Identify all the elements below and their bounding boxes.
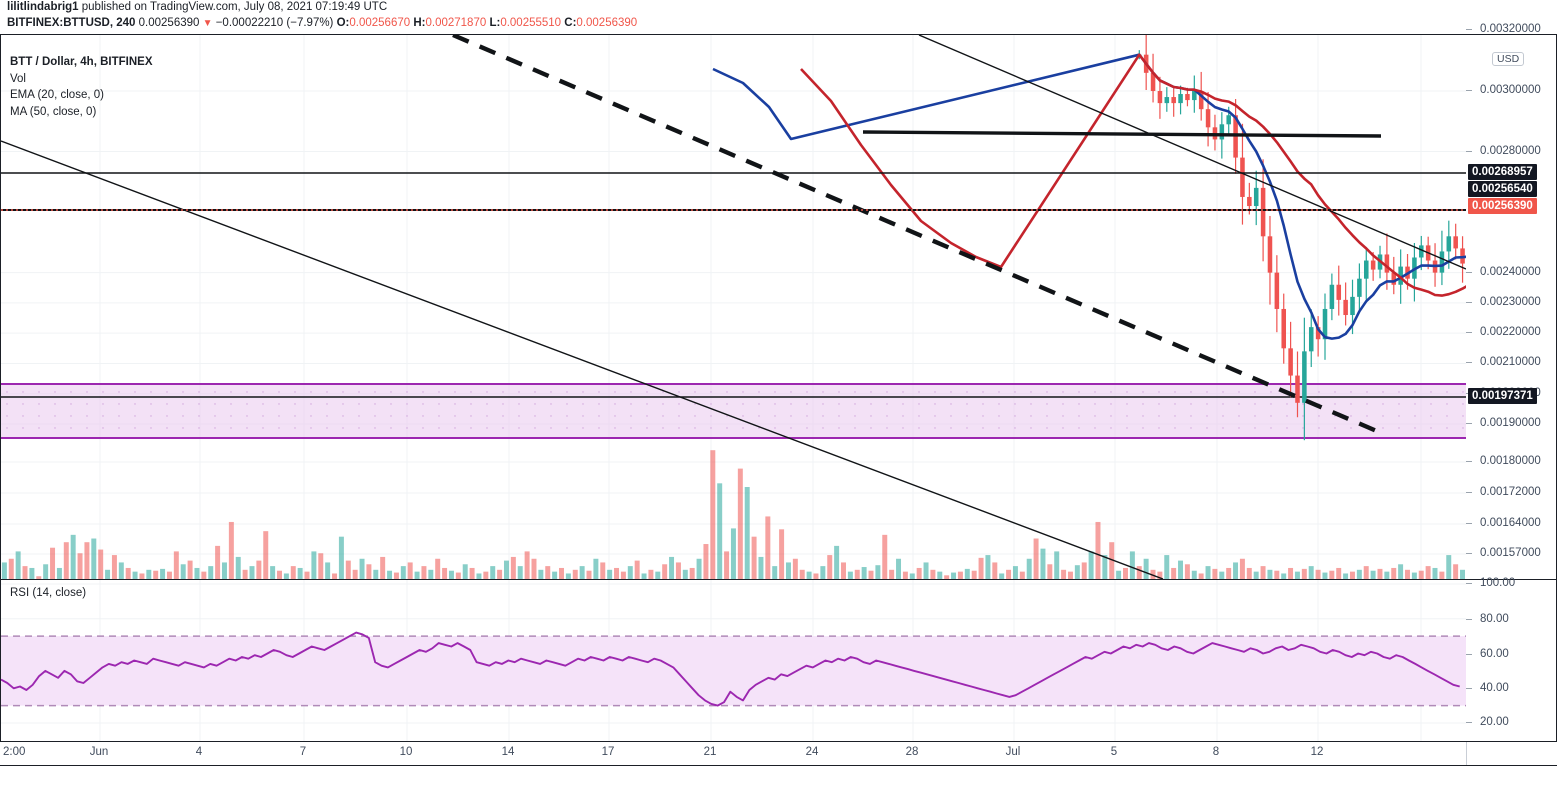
time-axis-label: 17 bbox=[601, 746, 615, 758]
rsi-axis-label: 20.00 bbox=[1480, 716, 1509, 728]
time-axis-label: 14 bbox=[501, 746, 515, 758]
rsi-chart-canvas bbox=[1, 580, 1466, 741]
time-axis-divider bbox=[1466, 742, 1467, 767]
open-value: 0.00256670 bbox=[349, 17, 411, 29]
scale-right-border bbox=[1555, 34, 1557, 741]
rsi-axis-label: 100.00 bbox=[1480, 577, 1516, 589]
price-chart-canvas bbox=[1, 35, 1466, 579]
time-axis-label: 7 bbox=[299, 746, 307, 758]
price-axis-tick bbox=[1466, 271, 1472, 273]
price-axis-tick bbox=[1466, 423, 1472, 424]
price-legend: BTT / Dollar, 4h, BITFINEX Vol EMA (20, … bbox=[10, 54, 153, 120]
price-axis-label: 0.00210000 bbox=[1480, 356, 1541, 369]
axis-bottom-border bbox=[0, 765, 1557, 767]
price-axis-tick bbox=[1466, 301, 1472, 303]
publish-info: published on TradingView.com, July 08, 2… bbox=[81, 1, 388, 13]
scale-mid-divider bbox=[1466, 579, 1557, 581]
price-axis-tick bbox=[1466, 150, 1472, 152]
chart-header: lilitlindabrig1 published on TradingView… bbox=[0, 0, 1557, 34]
price-axis-label: 0.00280000 bbox=[1480, 144, 1541, 157]
price-axis-label: 0.00164000 bbox=[1480, 517, 1541, 529]
time-axis-label: 24 bbox=[805, 746, 819, 758]
legend-ma: MA (50, close, 0) bbox=[10, 105, 97, 118]
price-axis-tick bbox=[1466, 492, 1472, 493]
rsi-axis-tick bbox=[1466, 583, 1472, 584]
high-value: 0.00271870 bbox=[425, 17, 487, 29]
price-axis-tick bbox=[1466, 90, 1472, 91]
time-axis-label: 8 bbox=[1212, 746, 1220, 758]
price-badge[interactable]: 0.00268957 bbox=[1468, 164, 1537, 180]
change-percent: (−7.97%) bbox=[286, 17, 334, 29]
time-axis-label: 28 bbox=[905, 746, 919, 758]
currency-badge: USD bbox=[1492, 52, 1525, 66]
time-axis-label: 5 bbox=[1110, 746, 1118, 758]
time-axis-label: 2:00 bbox=[3, 746, 26, 758]
price-axis-label: 0.00300000 bbox=[1480, 84, 1541, 96]
rsi-axis-label: 60.00 bbox=[1480, 648, 1509, 660]
symbol-quote-line: BITFINEX:BTTUSD, 240 0.00256390 ▼ −0.000… bbox=[7, 17, 637, 29]
rsi-axis-label: 40.00 bbox=[1480, 682, 1509, 694]
legend-ema: EMA (20, close, 0) bbox=[10, 89, 104, 101]
time-axis-label: 10 bbox=[399, 746, 413, 758]
high-label: H: bbox=[413, 17, 426, 29]
rsi-axis-tick bbox=[1466, 688, 1472, 689]
price-axis-tick bbox=[1466, 523, 1472, 524]
time-axis-label: 12 bbox=[1310, 746, 1324, 758]
price-axis-label: 0.00240000 bbox=[1480, 265, 1541, 278]
rsi-legend: RSI (14, close) bbox=[10, 587, 87, 599]
price-badge[interactable]: 0.00256390 bbox=[1468, 198, 1537, 214]
price-axis-label: 0.00230000 bbox=[1480, 295, 1541, 308]
price-axis-label: 0.00157000 bbox=[1480, 547, 1541, 559]
time-axis-label: Jul bbox=[1005, 746, 1021, 758]
rsi-axis-tick bbox=[1466, 722, 1472, 723]
last-price: 0.00256390 bbox=[138, 17, 200, 29]
price-badge[interactable]: 0.00256540 bbox=[1468, 181, 1537, 197]
price-axis-label: 0.00180000 bbox=[1480, 455, 1541, 467]
symbol-label: BITFINEX:BTTUSD, 240 bbox=[7, 17, 136, 29]
price-axis-tick bbox=[1466, 29, 1472, 31]
legend-volume: Vol bbox=[10, 72, 26, 85]
time-axis-label: 4 bbox=[195, 746, 203, 758]
low-value: 0.00255510 bbox=[500, 17, 562, 29]
price-scale[interactable] bbox=[1466, 34, 1557, 741]
price-axis-tick bbox=[1466, 332, 1472, 334]
open-label: O: bbox=[336, 17, 350, 29]
rsi-axis-tick bbox=[1466, 619, 1472, 620]
price-axis-tick bbox=[1466, 362, 1472, 364]
time-axis-label: Jun bbox=[89, 746, 109, 758]
price-axis-label: 0.00190000 bbox=[1480, 417, 1541, 429]
change-direction-arrow: ▼ bbox=[202, 18, 213, 29]
low-label: L: bbox=[489, 17, 501, 29]
price-axis-label: 0.00320000 bbox=[1480, 23, 1541, 36]
price-pane[interactable] bbox=[0, 34, 1466, 579]
price-axis-label: 0.00220000 bbox=[1480, 326, 1541, 339]
publish-line: lilitlindabrig1 published on TradingView… bbox=[7, 1, 387, 13]
time-axis-label: 21 bbox=[703, 746, 717, 758]
change-absolute: −0.00022210 bbox=[215, 17, 284, 29]
rsi-axis-label: 80.00 bbox=[1480, 613, 1509, 625]
author-name: lilitlindabrig1 bbox=[7, 1, 79, 13]
chart-footer: TradingView bbox=[0, 766, 1557, 794]
rsi-axis-tick bbox=[1466, 654, 1472, 655]
price-axis-label: 0.00172000 bbox=[1480, 486, 1541, 498]
close-label: C: bbox=[564, 17, 577, 29]
price-axis-tick bbox=[1466, 461, 1472, 462]
price-axis-tick bbox=[1466, 553, 1472, 554]
close-value: 0.00256390 bbox=[576, 17, 638, 29]
price-badge[interactable]: 0.00197371 bbox=[1468, 388, 1537, 404]
legend-title: BTT / Dollar, 4h, BITFINEX bbox=[10, 56, 153, 68]
scale-top-divider bbox=[1466, 34, 1557, 36]
rsi-pane[interactable] bbox=[0, 579, 1466, 741]
time-axis[interactable]: 2:00 Jun 4 7 10 14 17 21 24 28 Jul 5 8 12 bbox=[0, 741, 1557, 767]
